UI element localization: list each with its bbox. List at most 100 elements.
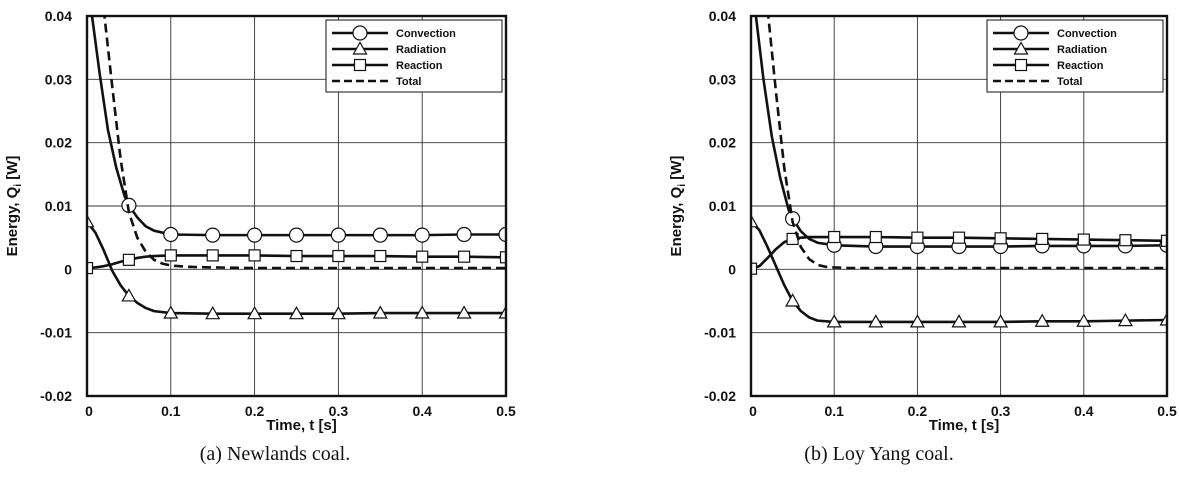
marker-radiation — [372, 305, 388, 319]
marker-reaction — [994, 232, 1007, 245]
marker-reaction — [751, 262, 758, 275]
marker-reaction — [828, 230, 841, 244]
legend-marker-convection — [1013, 25, 1029, 41]
marker-radiation — [826, 314, 842, 328]
x-tick-label: 0.3 — [991, 403, 1011, 419]
marker-radiation — [456, 305, 472, 319]
marker-radiation — [205, 305, 221, 320]
series-line-reaction — [751, 235, 1167, 270]
legend-marker-radiation — [1013, 41, 1029, 55]
marker-reaction — [499, 251, 506, 264]
chart-loy-yang: 0 0.1 0.2 0.3 0.4 0.5 -0.02 -0.01 0 0.01 0.02 0.03 0… — [668, 8, 1177, 434]
x-axis-label: Time, t [s] — [266, 417, 337, 434]
legend-label-reaction: Reaction — [396, 60, 443, 72]
legend-label-total: Total — [396, 76, 421, 88]
marker-reaction — [416, 250, 429, 263]
legend-label-reaction: Reaction — [1057, 60, 1104, 72]
y-tick-label: -0.02 — [704, 388, 736, 404]
marker-radiation — [909, 314, 925, 328]
marker-radiation — [785, 293, 801, 307]
series-total — [103, 16, 506, 270]
marker-radiation — [498, 305, 506, 319]
marker-reaction — [1119, 234, 1132, 247]
marker-convection — [498, 226, 506, 243]
series-line-reaction — [87, 254, 506, 270]
x-tick-label: 0 — [85, 403, 93, 419]
y-tick-label: 0.02 — [45, 135, 72, 151]
series-line-total — [766, 16, 1167, 270]
y-tick-label: 0.03 — [709, 71, 736, 87]
y-tick-label: 0.04 — [709, 8, 736, 24]
caption-newlands: (a) Newlands coal. — [199, 443, 351, 465]
x-tick-label: 0.2 — [908, 403, 928, 419]
x-tick-label: 0.5 — [496, 403, 516, 419]
x-tick-label: 0.5 — [1157, 403, 1177, 419]
marker-radiation — [288, 305, 305, 320]
marker-radiation — [951, 314, 967, 328]
marker-radiation — [247, 305, 263, 320]
marker-radiation — [87, 214, 95, 228]
marker-radiation — [330, 305, 346, 320]
marker-reaction — [458, 250, 471, 263]
marker-reaction — [1077, 233, 1090, 246]
y-tick-label: 0.02 — [709, 135, 736, 151]
series-radiation — [751, 214, 1167, 328]
y-tick-label: 0 — [64, 261, 72, 277]
marker-convection — [205, 227, 221, 243]
chart-newlands: 0 0.1 0.2 0.3 0.4 0.5 -0.02 -0.01 0 0.01 0.02 0.03 0… — [4, 8, 516, 434]
marker-convection — [330, 227, 346, 243]
legend-marker-convection — [352, 25, 368, 41]
marker-radiation — [751, 214, 759, 228]
marker-reaction — [869, 230, 882, 244]
marker-reaction — [1160, 234, 1167, 247]
plot-frame — [749, 14, 1169, 398]
marker-reaction — [952, 231, 966, 244]
marker-convection — [414, 227, 430, 243]
marker-radiation — [1034, 313, 1050, 327]
y-tick-label: -0.01 — [40, 325, 72, 341]
x-axis-label: Time, t [s] — [929, 417, 1000, 434]
y-axis-label: Energy, Qi [W] — [668, 156, 688, 257]
marker-radiation — [1117, 312, 1133, 327]
x-tick-label: 0.4 — [412, 403, 432, 419]
marker-reaction — [1036, 232, 1049, 246]
series-radiation — [87, 214, 506, 320]
x-tick-label: 0.4 — [1074, 403, 1094, 419]
marker-radiation — [1076, 313, 1092, 327]
series-line-total — [103, 16, 506, 270]
marker-reaction — [206, 249, 219, 262]
marker-convection — [163, 226, 179, 243]
y-tick-label: 0.01 — [45, 198, 72, 214]
marker-reaction — [87, 261, 94, 275]
y-tick-label: -0.01 — [704, 325, 736, 341]
marker-convection — [372, 227, 388, 243]
caption-loy-yang: (b) Loy Yang coal. — [804, 443, 954, 465]
marker-radiation — [993, 314, 1009, 328]
marker-radiation — [163, 305, 179, 319]
marker-reaction — [332, 249, 345, 263]
legend: Convection Radiation Reaction Total — [325, 19, 503, 93]
y-tick-label: -0.02 — [40, 388, 72, 404]
series-line-radiation — [87, 221, 506, 315]
marker-reaction — [122, 253, 136, 266]
series-reaction — [751, 230, 1167, 275]
marker-reaction — [248, 249, 261, 262]
marker-radiation — [414, 305, 430, 319]
series-reaction — [87, 249, 506, 275]
marker-reaction — [374, 249, 387, 263]
marker-convection — [247, 227, 263, 243]
marker-convection — [288, 227, 305, 243]
legend-label-convection: Convection — [1057, 28, 1117, 40]
marker-convection — [456, 226, 472, 243]
legend-label-total: Total — [1057, 76, 1082, 88]
x-tick-label: 0.3 — [329, 403, 349, 419]
y-tick-label: 0.01 — [709, 198, 736, 214]
marker-reaction — [164, 249, 177, 262]
legend-marker-reaction — [1014, 58, 1028, 72]
series-convection — [90, 16, 506, 243]
y-axis-label: Energy, Qi [W] — [4, 156, 24, 257]
marker-radiation — [868, 314, 884, 328]
legend-marker-radiation — [352, 41, 368, 55]
y-tick-label: 0.03 — [45, 71, 72, 87]
